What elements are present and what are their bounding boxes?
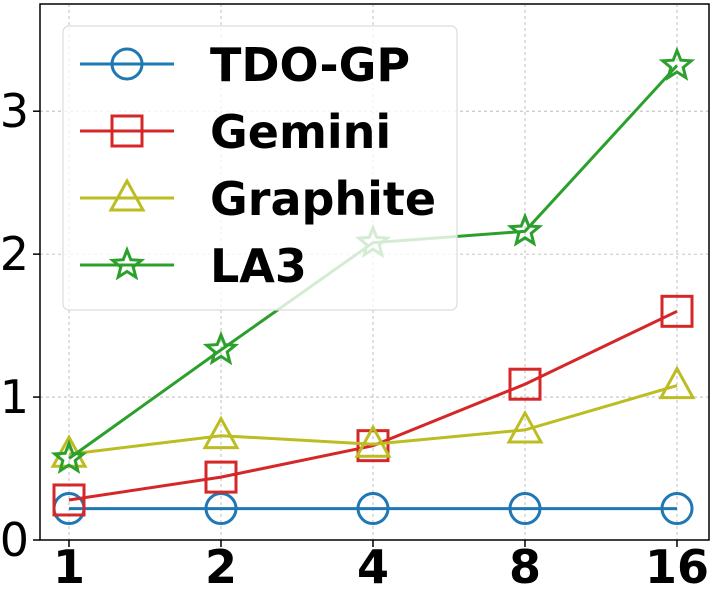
grid-lines: [40, 4, 709, 541]
x-tick-label: 1: [53, 540, 85, 593]
data-point-tdo-gp-16: [660, 492, 694, 526]
legend-entry-la3: LA3: [80, 239, 307, 293]
y-tick-label: 0: [0, 513, 29, 567]
legend: TDO-GP Gemini Graphite LA3: [62, 25, 458, 311]
data-point-gemini-8: [508, 367, 542, 401]
legend-entry-graphite: Graphite: [80, 172, 436, 226]
series-tdo-gp: [52, 492, 694, 526]
plot-area-frame: [39, 3, 710, 541]
data-point-gemini-2: [204, 460, 238, 494]
legend-entry-tdo-gp: TDO-GP: [80, 38, 410, 92]
data-point-graphite-8: [506, 409, 544, 444]
data-point-graphite-2: [202, 415, 240, 450]
legend-marker: [108, 177, 146, 212]
x-tick-label: 16: [645, 540, 709, 593]
data-point-gemini-1: [52, 483, 86, 517]
data-point-graphite-16: [658, 365, 696, 400]
y-tick-label: 2: [0, 227, 29, 281]
y-tick-label: 1: [0, 370, 29, 424]
legend-marker: [110, 114, 144, 148]
data-point-tdo-gp-4: [356, 492, 390, 526]
data-point-gemini-4: [356, 429, 390, 463]
legend-label: Graphite: [210, 172, 436, 226]
series-line-graphite: [68, 384, 678, 456]
x-tick-label: 4: [357, 540, 389, 593]
data-point-la3-2: [202, 330, 240, 366]
legend-label: LA3: [210, 239, 307, 293]
data-point-gemini-16: [660, 294, 694, 328]
data-point-tdo-gp-8: [508, 492, 542, 526]
x-tick-label: 2: [205, 540, 237, 593]
data-point-la3-8: [506, 212, 544, 247]
legend-label: TDO-GP: [210, 38, 410, 92]
data-point-la3-16: [658, 46, 696, 81]
x-tick-label: 8: [509, 540, 541, 593]
legend-marker: [108, 245, 146, 281]
data-point-la3-1: [50, 439, 88, 475]
legend-marker: [110, 47, 144, 81]
legend-entry-gemini: Gemini: [80, 105, 391, 159]
series-layer: [50, 46, 696, 526]
data-point-graphite-4: [354, 424, 392, 458]
legend-label: Gemini: [210, 105, 391, 159]
legend-box: [62, 25, 458, 311]
series-line-gemini: [68, 309, 678, 502]
y-tick-label: 3: [0, 84, 29, 138]
